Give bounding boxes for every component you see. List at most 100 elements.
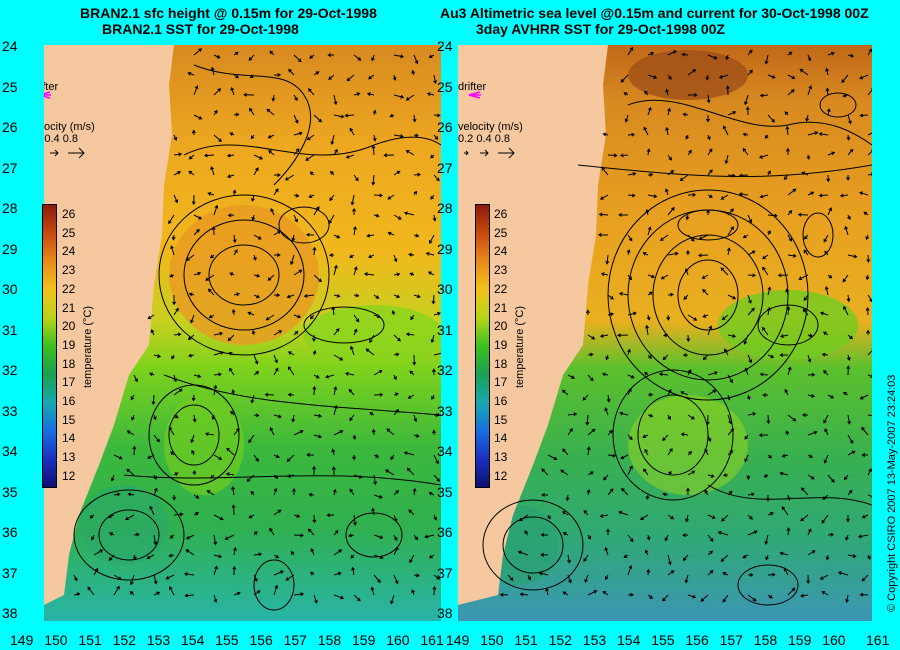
current-arrow — [623, 554, 629, 559]
current-arrow — [807, 454, 814, 458]
current-arrow — [618, 212, 629, 217]
current-arrow — [744, 454, 749, 463]
current-arrow — [620, 454, 629, 460]
current-arrow — [352, 454, 357, 461]
current-arrow — [705, 414, 710, 426]
current-arrow — [707, 148, 713, 156]
current-arrow — [702, 288, 709, 296]
current-arrow — [390, 454, 395, 461]
current-arrow — [627, 193, 636, 198]
current-arrow — [685, 487, 690, 496]
current-arrow — [662, 492, 669, 497]
current-arrow — [619, 411, 629, 416]
left-colorbar-tick: 16 — [62, 394, 76, 408]
current-arrow — [724, 154, 729, 165]
current-arrow — [647, 413, 654, 418]
current-arrow — [393, 546, 399, 556]
current-arrow — [681, 52, 689, 57]
current-arrow — [433, 113, 441, 118]
current-arrow — [233, 51, 239, 56]
current-arrow — [293, 54, 302, 63]
current-arrow — [844, 225, 849, 236]
current-arrow — [725, 85, 730, 96]
current-arrow — [865, 307, 870, 316]
current-arrow — [329, 194, 335, 202]
current-arrow — [680, 391, 689, 396]
current-arrow — [765, 554, 769, 561]
left-longitude-tick: 149 — [10, 632, 34, 648]
current-arrow — [408, 252, 415, 257]
current-arrow — [798, 274, 809, 280]
current-arrow — [587, 471, 594, 476]
left-colorbar-tick: 22 — [62, 281, 76, 296]
left-latitude-tick: 24 — [2, 38, 18, 54]
current-arrow — [213, 514, 224, 521]
current-arrow — [818, 132, 829, 136]
current-arrow — [248, 54, 255, 61]
current-arrow — [393, 134, 404, 139]
current-arrow — [783, 174, 789, 181]
current-arrow — [742, 554, 749, 559]
current-arrow — [173, 194, 179, 204]
current-arrow — [393, 489, 400, 496]
current-arrow — [309, 314, 315, 320]
current-arrow — [209, 254, 215, 259]
current-arrow — [184, 593, 195, 598]
current-arrow — [560, 469, 569, 476]
current-arrow — [227, 334, 235, 342]
current-arrow — [822, 331, 829, 336]
current-arrow — [763, 473, 769, 478]
right-colorbar-tick: 23 — [494, 263, 508, 278]
current-arrow — [153, 487, 158, 496]
current-arrow — [607, 488, 614, 496]
current-arrow — [267, 274, 275, 281]
drifter-legend-label: drifter — [458, 81, 487, 93]
right-sst-map — [458, 45, 872, 621]
current-arrow — [662, 354, 669, 361]
current-arrow — [412, 354, 417, 366]
current-arrow — [586, 446, 591, 456]
current-arrow — [172, 494, 177, 501]
current-arrow — [663, 333, 669, 338]
current-arrow — [333, 404, 338, 416]
current-arrow — [413, 190, 418, 196]
left-colorbar-tick: 25 — [62, 225, 76, 240]
right-latitude-tick: 26 — [437, 119, 453, 135]
velocity-legend-values: 0.2 0.4 0.8 — [458, 133, 510, 145]
current-arrow — [309, 54, 315, 59]
current-arrow — [687, 192, 697, 197]
current-arrow — [619, 153, 629, 158]
current-arrow — [129, 591, 135, 596]
left-colorbar-tick: 17 — [62, 375, 76, 390]
current-arrow — [232, 189, 237, 196]
current-arrow — [187, 71, 195, 76]
current-arrow — [707, 194, 713, 198]
current-arrow — [759, 93, 769, 98]
current-arrow — [859, 592, 869, 597]
current-arrow — [764, 534, 769, 545]
current-arrow — [807, 393, 815, 398]
current-arrow — [433, 474, 441, 482]
current-arrow — [231, 486, 235, 496]
current-arrow — [313, 114, 323, 123]
current-arrow — [727, 110, 737, 116]
velocity-legend-title: velocity (m/s) — [458, 121, 523, 133]
current-arrow — [627, 348, 631, 356]
current-arrow — [777, 273, 789, 278]
current-arrow — [647, 226, 652, 236]
drifter-legend-label: drifter — [44, 81, 59, 93]
current-arrow — [393, 534, 398, 541]
right-longitude-tick: 152 — [548, 632, 572, 648]
current-arrow — [147, 454, 155, 459]
current-arrow — [89, 514, 95, 519]
current-arrow — [780, 334, 789, 338]
current-arrow — [153, 354, 162, 358]
current-arrow — [747, 307, 755, 316]
current-arrow — [328, 74, 335, 80]
current-arrow — [229, 272, 235, 276]
current-arrow — [747, 273, 757, 278]
current-arrow — [253, 371, 260, 376]
current-arrow — [93, 567, 99, 576]
current-arrow — [365, 348, 375, 356]
current-arrow — [766, 414, 771, 425]
